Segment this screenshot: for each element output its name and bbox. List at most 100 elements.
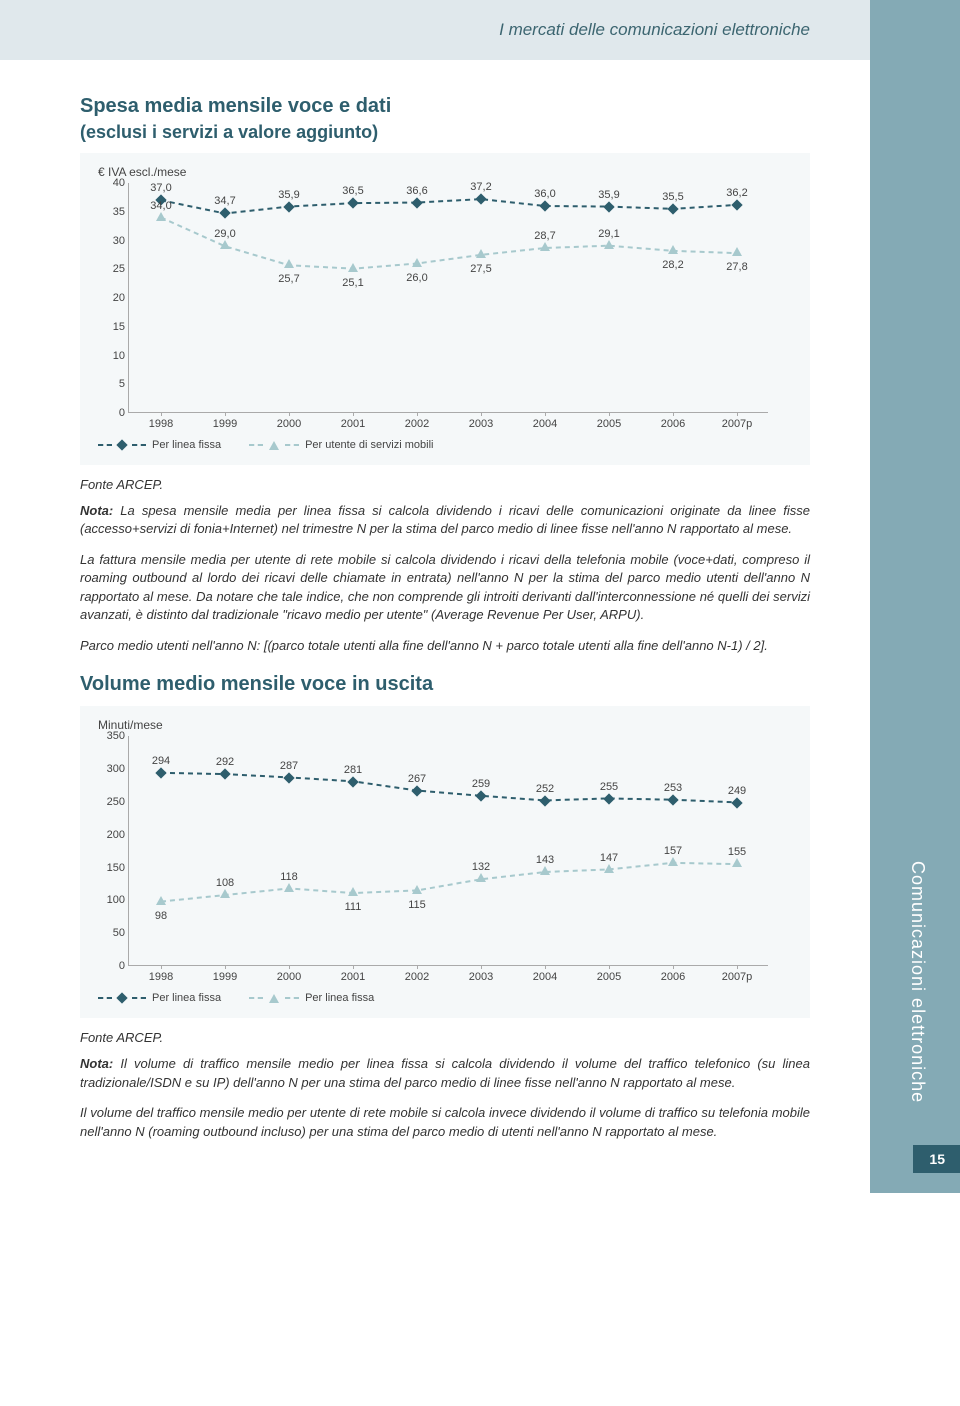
value-label: 35,9 <box>598 189 619 201</box>
value-label: 36,2 <box>726 187 747 199</box>
header-band: I mercati delle comunicazioni elettronic… <box>0 0 870 60</box>
legend-item: Per linea fissa <box>98 439 221 451</box>
data-marker <box>604 864 614 873</box>
chart1-plot: 0510152025303540199819992000200120022003… <box>128 183 768 413</box>
value-label: 27,8 <box>726 261 747 273</box>
x-tick: 2007p <box>722 418 753 430</box>
x-tick: 1998 <box>149 971 173 983</box>
y-tick: 20 <box>101 292 125 304</box>
chart1-legend: Per linea fissa Per utente di servizi mo… <box>98 439 792 451</box>
chart1-title: Spesa media mensile voce e dati <box>80 95 810 118</box>
x-tick: 2005 <box>597 418 621 430</box>
data-marker <box>476 249 486 258</box>
value-label: 281 <box>344 764 362 776</box>
chart2-plot: 0501001502002503003501998199920002001200… <box>128 736 768 966</box>
y-tick: 50 <box>101 927 125 939</box>
data-marker <box>732 247 742 256</box>
value-label: 25,7 <box>278 273 299 285</box>
data-marker <box>476 873 486 882</box>
data-marker <box>156 212 166 221</box>
notes1-block: Nota: La spesa mensile media per linea f… <box>80 502 810 655</box>
value-label: 255 <box>600 781 618 793</box>
value-label: 34,0 <box>150 200 171 212</box>
value-label: 155 <box>728 846 746 858</box>
y-tick: 150 <box>101 862 125 874</box>
y-tick: 250 <box>101 796 125 808</box>
value-label: 253 <box>664 782 682 794</box>
x-tick: 1999 <box>213 971 237 983</box>
y-tick: 0 <box>101 960 125 972</box>
data-marker <box>156 896 166 905</box>
data-marker <box>348 887 358 896</box>
notes2-block: Nota: Il volume di traffico mensile medi… <box>80 1055 810 1141</box>
value-label: 37,2 <box>470 181 491 193</box>
data-marker <box>540 242 550 251</box>
x-tick: 2004 <box>533 971 557 983</box>
value-label: 267 <box>408 773 426 785</box>
x-tick: 2003 <box>469 971 493 983</box>
x-tick: 1999 <box>213 418 237 430</box>
value-label: 292 <box>216 756 234 768</box>
y-tick: 350 <box>101 730 125 742</box>
side-label: Comunicazioni elettroniche <box>907 861 928 1103</box>
value-label: 132 <box>472 861 490 873</box>
x-tick: 2003 <box>469 418 493 430</box>
value-label: 157 <box>664 845 682 857</box>
x-tick: 2006 <box>661 418 685 430</box>
data-marker <box>732 858 742 867</box>
data-marker <box>668 245 678 254</box>
value-label: 36,6 <box>406 185 427 197</box>
y-tick: 25 <box>101 263 125 275</box>
value-label: 29,0 <box>214 228 235 240</box>
y-tick: 200 <box>101 829 125 841</box>
value-label: 29,1 <box>598 228 619 240</box>
chart1-unit: € IVA escl./mese <box>98 165 792 179</box>
y-tick: 300 <box>101 763 125 775</box>
value-label: 26,0 <box>406 272 427 284</box>
legend-item: Per utente di servizi mobili <box>249 439 433 451</box>
chart1-source: Fonte ARCEP. <box>80 477 810 492</box>
value-label: 27,5 <box>470 263 491 275</box>
data-marker <box>412 885 422 894</box>
x-tick: 2005 <box>597 971 621 983</box>
x-tick: 2004 <box>533 418 557 430</box>
x-tick: 2007p <box>722 971 753 983</box>
data-marker <box>412 258 422 267</box>
value-label: 34,7 <box>214 195 235 207</box>
value-label: 287 <box>280 760 298 772</box>
value-label: 143 <box>536 854 554 866</box>
side-column: Comunicazioni elettroniche 15 <box>870 0 960 1193</box>
y-tick: 40 <box>101 177 125 189</box>
x-tick: 2002 <box>405 971 429 983</box>
value-label: 111 <box>345 901 362 913</box>
page-number: 15 <box>913 1145 960 1173</box>
x-tick: 2000 <box>277 418 301 430</box>
note-paragraph: Nota: Il volume di traffico mensile medi… <box>80 1055 810 1092</box>
x-tick: 2001 <box>341 418 365 430</box>
x-tick: 2000 <box>277 971 301 983</box>
value-label: 28,2 <box>662 259 683 271</box>
data-marker <box>348 263 358 272</box>
value-label: 36,0 <box>534 188 555 200</box>
note-paragraph: Il volume del traffico mensile medio per… <box>80 1104 810 1141</box>
x-tick: 2002 <box>405 418 429 430</box>
value-label: 249 <box>728 785 746 797</box>
x-tick: 1998 <box>149 418 173 430</box>
y-tick: 30 <box>101 235 125 247</box>
chart2-unit: Minuti/mese <box>98 718 792 732</box>
data-marker <box>284 259 294 268</box>
value-label: 28,7 <box>534 230 555 242</box>
value-label: 147 <box>600 852 618 864</box>
y-tick: 100 <box>101 894 125 906</box>
chart1-subtitle: (esclusi i servizi a valore aggiunto) <box>80 122 810 143</box>
value-label: 25,1 <box>342 277 363 289</box>
y-tick: 5 <box>101 378 125 390</box>
x-tick: 2001 <box>341 971 365 983</box>
value-label: 98 <box>155 910 167 922</box>
y-tick: 35 <box>101 206 125 218</box>
y-tick: 10 <box>101 350 125 362</box>
data-marker <box>220 240 230 249</box>
y-tick: 0 <box>101 407 125 419</box>
chart2-legend: Per linea fissa Per linea fissa <box>98 992 792 1004</box>
value-label: 36,5 <box>342 185 363 197</box>
